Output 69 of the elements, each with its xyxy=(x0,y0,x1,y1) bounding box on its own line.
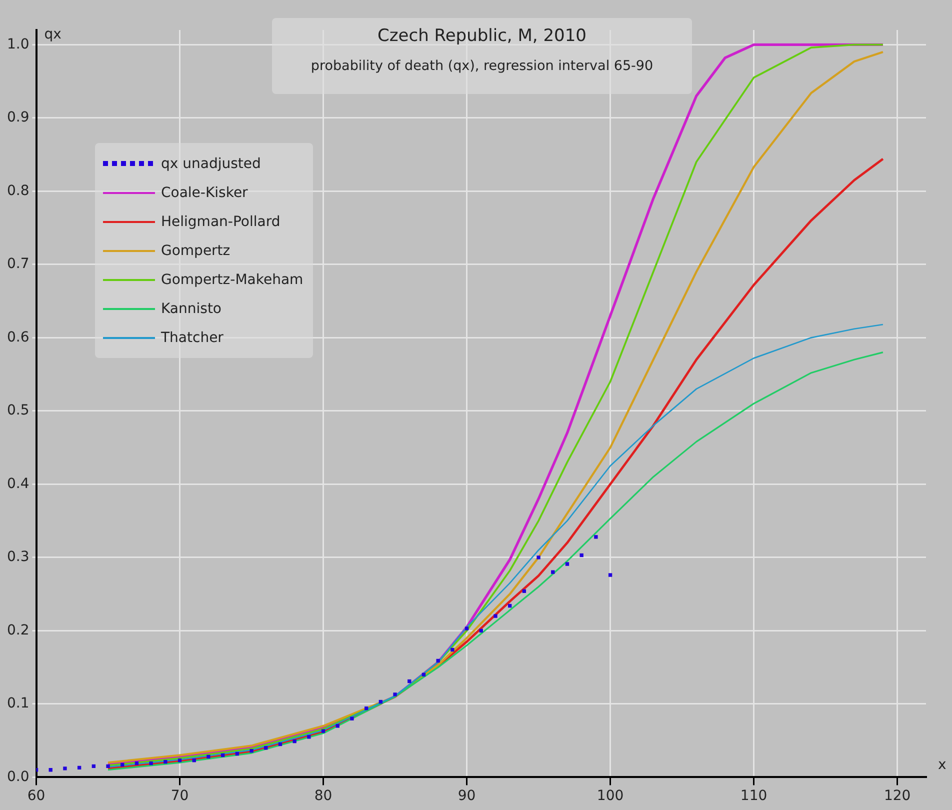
point xyxy=(192,758,196,762)
x-tick-label: 100 xyxy=(596,788,624,804)
point xyxy=(450,648,454,652)
point xyxy=(250,748,254,753)
point xyxy=(508,604,512,608)
point xyxy=(608,573,612,577)
x-tick-label: 80 xyxy=(314,788,332,804)
x-tick-label: 70 xyxy=(170,788,189,804)
legend-label: Gompertz xyxy=(161,242,230,258)
x-tick-label: 90 xyxy=(458,788,476,804)
x-tick-label: 60 xyxy=(27,788,46,804)
point xyxy=(393,692,397,696)
point xyxy=(494,614,498,618)
point xyxy=(292,739,296,744)
point xyxy=(264,746,268,750)
point xyxy=(77,766,82,770)
y-tick-label: 0.0 xyxy=(7,768,30,785)
y-tick-label: 1.0 xyxy=(7,36,30,52)
y-tick-label: 0.8 xyxy=(7,182,30,199)
point xyxy=(594,535,598,539)
legend-label: qx unadjusted xyxy=(161,156,261,172)
point xyxy=(551,570,555,574)
point xyxy=(206,754,210,759)
point xyxy=(48,768,52,772)
point xyxy=(235,752,240,756)
title-panel: Czech Republic, M, 2010 probability of death (qx), regression interval 65-90 xyxy=(272,18,692,94)
y-tick-label: 0.4 xyxy=(7,476,30,492)
point xyxy=(321,729,326,733)
point xyxy=(580,553,584,558)
point xyxy=(307,735,311,739)
y-tick-label: 0.1 xyxy=(7,696,30,712)
point xyxy=(164,760,168,764)
y-tick-label: 0.7 xyxy=(7,256,30,272)
point xyxy=(278,742,282,746)
point xyxy=(134,761,139,766)
point xyxy=(120,762,124,767)
point xyxy=(565,562,570,566)
y-tick-label: 0.5 xyxy=(7,402,30,419)
y-tick-label: 0.3 xyxy=(7,549,30,566)
point xyxy=(92,764,96,768)
point xyxy=(178,758,182,762)
y-tick-label: 0.9 xyxy=(7,110,30,126)
point xyxy=(149,761,153,766)
x-tick-label: 110 xyxy=(740,788,768,804)
point xyxy=(464,626,469,630)
point xyxy=(408,679,412,684)
legend-label: Coale-Kisker xyxy=(161,184,248,200)
point xyxy=(220,753,225,758)
legend-label: Heligman-Pollard xyxy=(161,214,280,230)
x-tick-label: 120 xyxy=(884,788,911,804)
x-axis-title: x xyxy=(938,756,946,773)
point xyxy=(336,724,340,728)
legend-label: Kannisto xyxy=(161,300,222,316)
point xyxy=(350,716,354,720)
point xyxy=(63,766,67,770)
legend-label: Thatcher xyxy=(161,330,224,346)
point xyxy=(436,658,440,663)
y-tick-label: 0.6 xyxy=(7,329,30,346)
point xyxy=(522,589,526,593)
point xyxy=(422,672,426,676)
point xyxy=(378,700,383,704)
legend-label: Gompertz-Makeham xyxy=(161,272,304,288)
y-tick-label: 0.2 xyxy=(7,622,30,638)
point xyxy=(106,764,110,768)
point xyxy=(364,706,368,710)
point xyxy=(536,556,540,560)
chart-title: Czech Republic, M, 2010 xyxy=(376,26,588,46)
y-axis-title: qx xyxy=(44,26,62,43)
point xyxy=(479,628,483,633)
